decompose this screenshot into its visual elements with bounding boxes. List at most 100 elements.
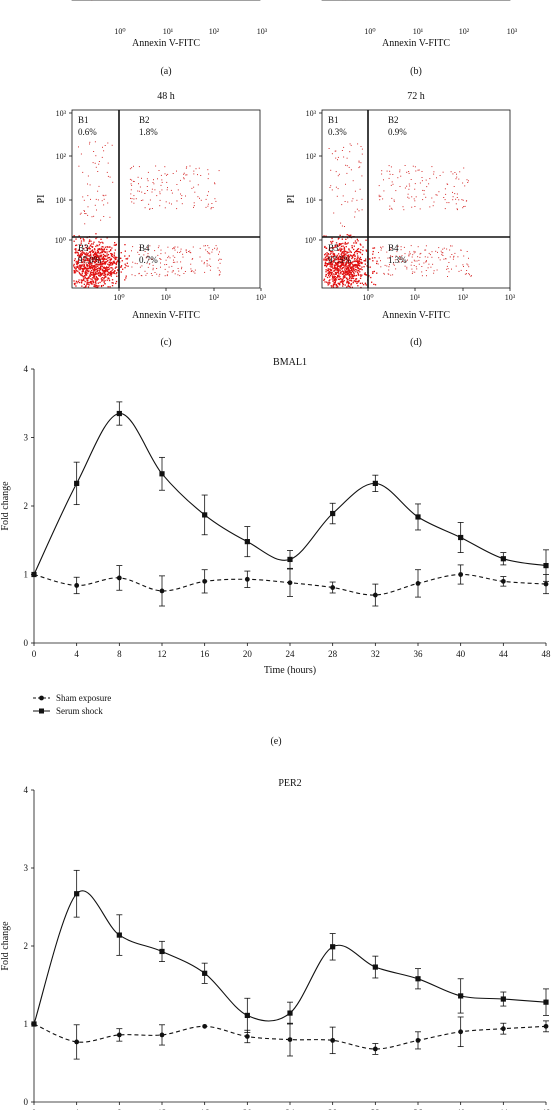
flow-event-dot xyxy=(194,272,196,274)
flow-event-dot xyxy=(390,274,392,276)
flow-event-dot xyxy=(197,196,199,198)
flow-event-dot xyxy=(456,173,457,175)
flow-event-dot xyxy=(361,266,363,268)
flow-event-dot xyxy=(101,277,103,279)
flow-event-dot xyxy=(348,248,350,250)
flow-event-dot xyxy=(99,259,101,261)
flow-event-dot xyxy=(105,255,107,257)
flow-event-dot xyxy=(149,208,151,210)
flow-event-dot xyxy=(390,184,392,186)
flow-event-dot xyxy=(88,267,91,269)
flow-event-dot xyxy=(335,286,337,288)
y-axis-label: PI xyxy=(36,195,47,204)
flow-event-dot xyxy=(131,179,133,181)
flow-event-dot xyxy=(107,269,109,271)
flow-event-dot xyxy=(336,258,338,260)
flow-event-dot xyxy=(183,172,185,174)
flow-event-dot xyxy=(343,258,346,260)
x-tick-label: 10⁰ xyxy=(364,27,375,36)
y-tick-label: 4 xyxy=(24,364,29,374)
flow-event-dot xyxy=(88,251,91,253)
flow-event-dot xyxy=(189,180,191,182)
flow-event-dot xyxy=(97,282,99,284)
flow-event-dot xyxy=(129,178,131,180)
flow-event-dot xyxy=(356,257,358,259)
flow-event-dot xyxy=(380,246,381,248)
flow-event-dot xyxy=(167,257,169,259)
flow-event-dot xyxy=(391,181,393,183)
flow-event-dot xyxy=(335,186,337,188)
flow-event-dot xyxy=(209,269,211,271)
flow-event-dot xyxy=(78,258,80,260)
flow-event-dot xyxy=(165,201,167,203)
flow-event-dot xyxy=(361,262,363,265)
flow-event-dot xyxy=(111,262,114,264)
flow-event-dot xyxy=(159,273,161,275)
flow-event-dot xyxy=(100,285,103,288)
flow-event-dot xyxy=(171,265,173,267)
flow-event-dot xyxy=(463,167,465,169)
flow-event-dot xyxy=(114,242,116,244)
flow-event-dot xyxy=(386,170,388,172)
x-tick-label: 44 xyxy=(499,1108,509,1110)
flow-event-dot xyxy=(355,242,357,244)
flow-panel-d xyxy=(321,109,511,289)
flow-event-dot xyxy=(468,257,469,259)
flow-event-dot xyxy=(104,145,106,146)
flow-event-dot xyxy=(335,245,337,247)
flow-event-dot xyxy=(80,253,82,255)
flow-event-dot xyxy=(383,273,385,275)
flow-event-dot xyxy=(164,275,166,277)
flow-event-dot xyxy=(333,270,335,272)
flow-event-dot xyxy=(341,268,343,270)
flow-event-dot xyxy=(83,261,85,264)
y-tick-label: 10⁰ xyxy=(305,236,316,245)
flow-event-dot xyxy=(97,261,99,263)
flow-event-dot xyxy=(120,266,122,268)
flow-event-dot xyxy=(102,250,105,252)
flow-event-dot xyxy=(201,260,203,262)
flow-event-dot xyxy=(116,275,118,277)
flow-event-dot xyxy=(336,262,339,264)
flow-event-dot xyxy=(94,279,97,281)
data-point-circle xyxy=(458,1029,464,1035)
flow-event-dot xyxy=(95,237,97,240)
flow-event-dot xyxy=(453,256,455,258)
flow-event-dot xyxy=(86,257,88,260)
panel-caption: (c) xyxy=(160,337,171,348)
flow-event-dot xyxy=(343,280,345,282)
flow-event-dot xyxy=(189,250,191,252)
flow-event-dot xyxy=(332,268,334,270)
flow-event-dot xyxy=(80,267,82,269)
flow-event-dot xyxy=(327,268,329,270)
flow-event-dot xyxy=(409,251,411,253)
flow-event-dot xyxy=(374,284,377,286)
flow-event-dot xyxy=(348,277,351,279)
x-tick-label: 8 xyxy=(117,649,122,659)
flow-event-dot xyxy=(103,216,105,217)
flow-event-dot xyxy=(77,261,79,264)
flow-event-dot xyxy=(331,237,333,240)
flow-event-dot xyxy=(186,166,188,168)
flow-event-dot xyxy=(329,259,331,261)
y-tick-label: 4 xyxy=(24,785,29,795)
flow-event-dot xyxy=(328,263,330,265)
data-point-circle xyxy=(159,1032,165,1038)
flow-event-dot xyxy=(137,251,139,253)
flow-event-dot xyxy=(203,263,205,265)
flow-event-dot xyxy=(137,190,139,192)
flow-event-dot xyxy=(411,196,413,198)
flow-event-dot xyxy=(331,273,333,275)
flow-event-dot xyxy=(113,272,115,275)
flow-event-dot xyxy=(114,267,116,269)
x-tick-label: 4 xyxy=(74,1108,79,1110)
flow-event-dot xyxy=(436,177,437,179)
flow-event-dot xyxy=(103,278,105,280)
y-tick-label: 3 xyxy=(24,863,29,873)
flow-event-dot xyxy=(189,165,191,167)
flow-event-dot xyxy=(337,265,339,267)
flow-event-dot xyxy=(372,272,374,274)
y-tick-label: 3 xyxy=(24,433,29,443)
flow-event-dot xyxy=(115,263,117,265)
flow-event-dot xyxy=(333,275,335,277)
